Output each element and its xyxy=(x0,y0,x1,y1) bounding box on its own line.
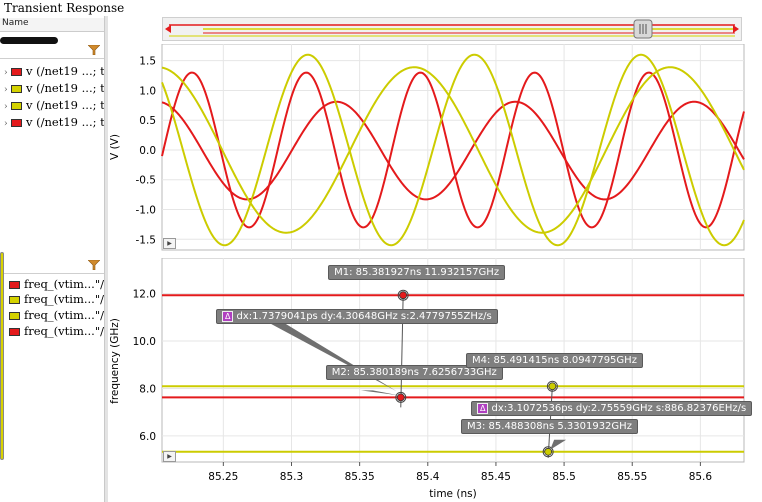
overview-scrollbar[interactable] xyxy=(162,17,742,41)
marker-label-m3[interactable]: M3: 85.488308ns 5.3301932GHz xyxy=(461,419,638,434)
delta-text: dx:1.7379041ps dy:4.30648GHz s:2.4779755… xyxy=(236,311,492,322)
panel-divider[interactable] xyxy=(104,16,108,502)
y-tick-label: 6.0 xyxy=(139,431,156,443)
color-swatch xyxy=(11,102,22,110)
delta-icon: Δ xyxy=(477,403,489,414)
x-tick-label: 85.4 xyxy=(416,471,440,483)
marker-point-m2 xyxy=(395,391,407,403)
legend-label: freq_(vtim..."/ne xyxy=(24,277,104,291)
overview-strip xyxy=(169,24,735,37)
marker-dot-m4 xyxy=(548,382,557,391)
scroll-left-icon[interactable] xyxy=(165,25,171,33)
marker-dot-m1 xyxy=(399,291,408,300)
x-tick-label: 85.55 xyxy=(617,471,647,483)
filter-icon[interactable] xyxy=(88,45,100,55)
x-tick-label: 85.6 xyxy=(689,471,713,483)
y-tick-label: -1.0 xyxy=(136,205,157,217)
voltage-chart[interactable]: 1.5 1.0 0.5 0.0 -0.5 -1.0 -1.5 V (V) xyxy=(110,44,756,252)
filter-icon[interactable] xyxy=(88,260,100,270)
expand-arrow-icon[interactable]: › xyxy=(4,85,8,95)
legend-label: freq_(vtim..."/ne xyxy=(24,324,104,338)
x-tick-label: 85.35 xyxy=(345,471,375,483)
y-tick-label: 1.5 xyxy=(139,56,156,68)
marker-dot-m2 xyxy=(396,393,405,402)
voltage-series-line-2 xyxy=(161,100,745,201)
panel-resize-handle[interactable] xyxy=(0,252,4,460)
scroll-right-icon[interactable] xyxy=(733,25,739,33)
legend-item-top-4[interactable]: › v (/net19 ...; tra xyxy=(4,115,104,132)
x-tick-label: 85.25 xyxy=(208,471,238,483)
color-swatch xyxy=(9,328,20,336)
color-swatch xyxy=(11,68,22,76)
scroll-thumb[interactable] xyxy=(633,19,653,39)
y-tick-label: 0.5 xyxy=(139,115,156,127)
marker-label-m4[interactable]: M4: 85.491415ns 8.0947795GHz xyxy=(466,353,643,368)
marker-label-m1[interactable]: M1: 85.381927ns 11.932157GHz xyxy=(328,265,506,280)
x-tick-label: 85.5 xyxy=(552,471,575,483)
legend-label: v (/net19 ...; tra xyxy=(26,81,104,95)
legend-item-top-3[interactable]: › v (/net19 ...; tra xyxy=(4,98,104,115)
delta-text: dx:3.1072536ps dy:2.75559GHz s:886.82376… xyxy=(491,403,747,414)
marker-pointer xyxy=(360,390,399,396)
color-swatch xyxy=(11,85,22,93)
frequency-chart[interactable]: 12.0 10.0 8.0 6.0 85.25 85.3 85.35 85.4 85.45 85… xyxy=(110,258,756,502)
marker-point-m1 xyxy=(397,289,409,301)
marker-point-m4 xyxy=(546,380,558,392)
legend-item-bottom-3[interactable]: freq_(vtim..."/ne xyxy=(8,308,104,325)
expand-arrow-icon[interactable]: › xyxy=(4,119,8,129)
x-tick-label: 85.45 xyxy=(481,471,511,483)
legend-item-bottom-4[interactable]: freq_(vtim..."/ne xyxy=(8,324,104,341)
legend-item-bottom-2[interactable]: freq_(vtim..."/ne xyxy=(8,292,104,309)
y-tick-label: 0.0 xyxy=(139,145,156,157)
color-swatch xyxy=(9,281,20,289)
play-icon[interactable]: ▶ xyxy=(163,451,176,462)
voltage-series-line-4 xyxy=(161,66,745,234)
legend-separator xyxy=(0,273,104,274)
legend-item-top-1[interactable]: › v (/net19 ...; tra xyxy=(4,64,104,81)
marker-dot-m3 xyxy=(544,447,553,456)
y-tick-label: 10.0 xyxy=(133,336,156,348)
expand-arrow-icon[interactable]: › xyxy=(4,68,8,78)
y-tick-label: -1.5 xyxy=(136,234,157,246)
legend-panel xyxy=(0,16,104,502)
window-title: Transient Response xyxy=(4,1,125,15)
legend-label: v (/net19 ...; tra xyxy=(26,115,104,129)
y-axis-label: V (V) xyxy=(110,134,121,160)
name-column-header[interactable]: Name xyxy=(0,18,104,32)
delta-icon: Δ xyxy=(222,311,234,322)
y-tick-label: 8.0 xyxy=(139,383,156,395)
voltage-series-line-3 xyxy=(161,53,745,247)
x-tick-label: 85.3 xyxy=(280,471,303,483)
play-icon[interactable]: ▶ xyxy=(163,238,176,249)
marker-label-m2[interactable]: M2: 85.380189ns 7.6256733GHz xyxy=(325,365,503,380)
legend-label: freq_(vtim..."/ne xyxy=(24,292,104,306)
expand-arrow-icon[interactable]: › xyxy=(4,102,8,112)
y-tick-label: 1.0 xyxy=(139,85,156,97)
legend-label: freq_(vtim..."/ne xyxy=(24,308,104,322)
legend-label: v (/net19 ...; tra xyxy=(26,64,104,78)
y-tick-label: 12.0 xyxy=(133,289,156,301)
marker-pointer xyxy=(550,439,567,450)
y-tick-label: -0.5 xyxy=(136,175,157,187)
legend-label: v (/net19 ...; tra xyxy=(26,98,104,112)
color-swatch xyxy=(9,312,20,320)
color-swatch xyxy=(11,119,22,127)
color-swatch xyxy=(9,296,20,304)
y-axis-label: frequency (GHz) xyxy=(110,318,121,404)
x-axis-label: time (ns) xyxy=(429,488,476,500)
legend-item-bottom-1[interactable]: freq_(vtim..."/ne xyxy=(8,277,104,294)
marker-point-m3 xyxy=(542,446,554,458)
legend-separator xyxy=(0,58,104,59)
redacted-bar xyxy=(0,37,58,44)
legend-item-top-2[interactable]: › v (/net19 ...; tra xyxy=(4,81,104,98)
